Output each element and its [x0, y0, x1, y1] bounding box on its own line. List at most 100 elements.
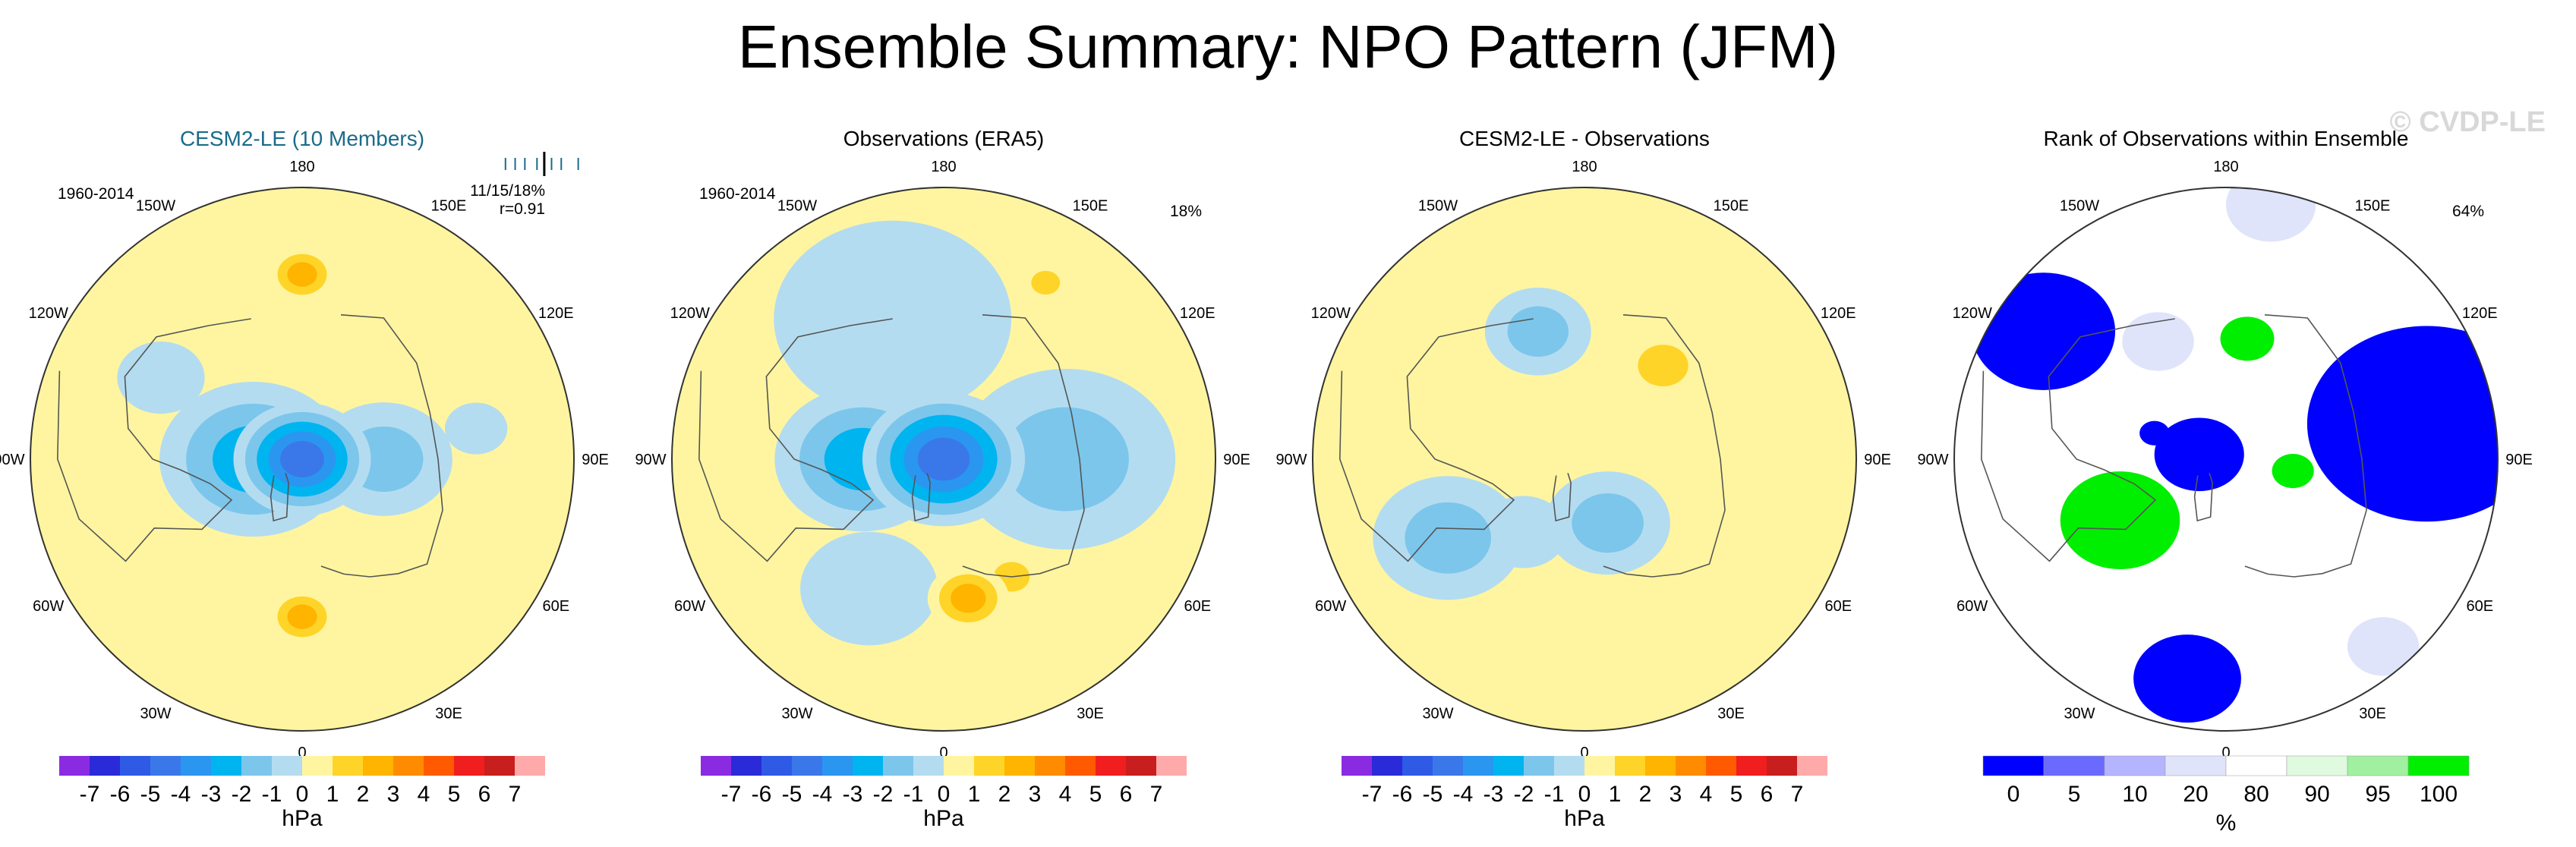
contour-fill	[1031, 270, 1061, 295]
coastlines	[56, 314, 443, 578]
lon-label: 180	[289, 159, 314, 175]
rank-region	[2154, 417, 2244, 492]
lon-label: 30W	[1422, 705, 1453, 722]
colorbar-swatch	[1797, 756, 1827, 776]
colorbar-tick-label: 6	[1120, 782, 1133, 807]
colorbar-tick-label: -5	[782, 782, 802, 807]
period-label: 1960-2014	[699, 185, 776, 203]
contour-fill	[1507, 306, 1569, 357]
colorbar-swatch	[974, 756, 1004, 776]
colorbar-tick-label: 5	[1089, 782, 1102, 807]
colorbar-swatch	[1342, 756, 1372, 776]
coastline	[911, 473, 931, 522]
colorbar-tick-label: -5	[1423, 782, 1443, 807]
colorbar-swatch	[393, 756, 424, 776]
rank-region	[2060, 471, 2180, 569]
lon-label: 120W	[670, 305, 710, 322]
lon-label: 150E	[431, 198, 467, 215]
colorbar-swatch	[241, 756, 272, 776]
colorbar-swatch	[1463, 756, 1493, 776]
lon-label: 30E	[1717, 705, 1745, 722]
colorbar-swatch	[1767, 756, 1797, 776]
colorbar-tick-label: 2	[357, 782, 370, 807]
lon-label: 60W	[1315, 598, 1346, 615]
rank-region	[2272, 453, 2314, 489]
colorbar-tick-label: 7	[1150, 782, 1163, 807]
coastlines	[698, 314, 1085, 578]
colorbar-swatch	[1982, 755, 2045, 776]
colorbar-swatch	[944, 756, 974, 776]
colorbar-tick-label: 4	[1059, 782, 1072, 807]
colorbar-tick-label: 7	[1791, 782, 1804, 807]
lon-label: 150W	[1418, 198, 1458, 215]
rank-region	[2306, 326, 2498, 522]
coastlines	[1338, 314, 1726, 578]
lon-label: 120W	[1311, 305, 1351, 322]
lon-label: 120W	[1953, 305, 1992, 322]
lon-label: 30E	[2359, 705, 2386, 722]
colorbar-swatch	[454, 756, 484, 776]
colorbar-swatch	[515, 756, 545, 776]
colorbar-tick-label: 100	[2420, 782, 2458, 807]
lon-label: 0	[298, 745, 306, 761]
map-panel-1: CESM2-LE (10 Members)180150E120E90E60E30…	[0, 127, 609, 831]
spread-indicator	[504, 152, 579, 176]
colorbar-swatch	[1554, 756, 1584, 776]
rank-region	[2347, 617, 2420, 676]
lon-label: 150E	[2355, 198, 2391, 215]
map-field	[1313, 187, 1856, 731]
colorbar-swatch	[1615, 756, 1645, 776]
map-panel-4: Rank of Observations within Ensemble 180 1…	[1917, 127, 2532, 836]
lon-label: 120E	[538, 305, 574, 322]
colorbar-swatch	[302, 756, 333, 776]
colorbar-swatch	[1126, 756, 1156, 776]
colorbar: -7 -6 -5 -4 -3 -2 -1 0 1 2 3 4 5 6 7 hPa	[1342, 756, 1827, 831]
lon-label: 60W	[1956, 598, 1988, 615]
lon-label: 90W	[0, 452, 25, 468]
coastline	[1552, 473, 1572, 522]
colorbar-swatch	[1096, 756, 1126, 776]
colorbar-tick-label: 6	[1761, 782, 1774, 807]
colorbar-tick-label: 3	[387, 782, 400, 807]
colorbar-swatch	[1524, 756, 1554, 776]
map-panel-2: Observations (ERA5) 180 150E 120E 90E 60E 30E 0…	[635, 127, 1250, 831]
lon-label: 150E	[1714, 198, 1749, 215]
colorbar-swatch	[1706, 756, 1736, 776]
colorbar-tick-label: 5	[2068, 782, 2081, 807]
lon-label: 90E	[582, 452, 609, 468]
lon-label: 90W	[635, 452, 666, 468]
lon-label: 0	[2221, 745, 2230, 761]
colorbar-swatch	[853, 756, 883, 776]
lon-label: 90W	[1917, 452, 1948, 468]
colorbar-tick-label: -7	[1362, 782, 1383, 807]
panel-title: Observations (ERA5)	[843, 127, 1045, 150]
contour-fill	[280, 441, 324, 477]
colorbar-swatch	[2043, 755, 2105, 776]
contour-fill	[1638, 345, 1688, 386]
coastline	[962, 314, 1085, 578]
contour-fill	[1003, 407, 1129, 512]
lon-label: 60W	[674, 598, 705, 615]
colorbar-tick-label: -2	[232, 782, 252, 807]
colorbar-tick-label: 7	[509, 782, 522, 807]
colorbar-swatch	[211, 756, 241, 776]
coastline	[2244, 314, 2367, 578]
contour-fill	[917, 437, 970, 481]
colorbar-tick-label: -1	[1544, 782, 1565, 807]
colorbar-swatch	[1065, 756, 1096, 776]
colorbar-tick-label: 1	[326, 782, 339, 807]
lon-label: 90E	[1223, 452, 1250, 468]
colorbar-tick-label: 10	[2122, 782, 2147, 807]
lon-label: 150W	[777, 198, 817, 215]
colorbar-tick-label: 4	[1700, 782, 1713, 807]
colorbar-swatch	[822, 756, 853, 776]
colorbar-swatch	[883, 756, 913, 776]
rank-region	[1972, 272, 2116, 390]
stat-label: 11/15/18%	[470, 182, 545, 200]
colorbar-tick-label: 0	[2007, 782, 2020, 807]
coastline	[698, 318, 893, 562]
colorbar-tick-label: 0	[938, 782, 951, 807]
colorbar-tick-label: 80	[2243, 782, 2269, 807]
field-background	[1313, 187, 1856, 731]
colorbar-tick-label: -2	[873, 782, 894, 807]
